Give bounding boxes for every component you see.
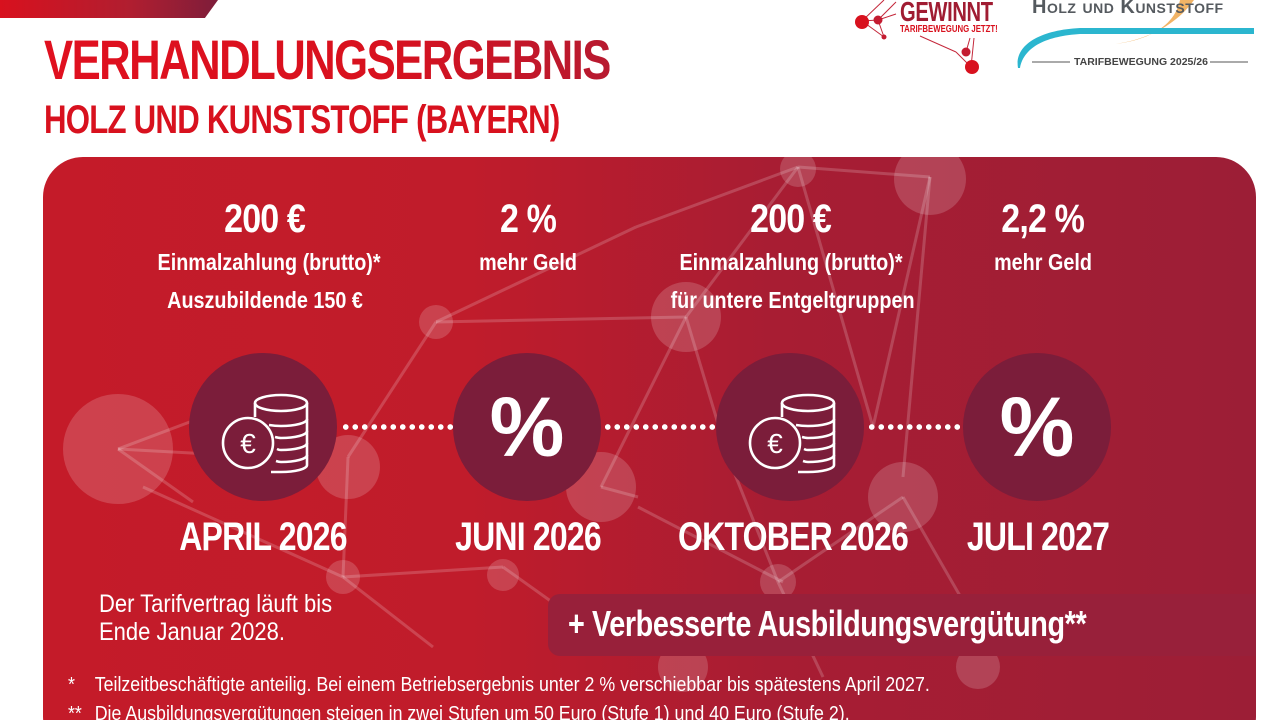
step-amount: 200 € (750, 197, 833, 241)
timeline-circle-2: % (453, 353, 601, 501)
campaign-tagline: TARIFBEWEGUNG JETZT! (900, 24, 998, 35)
highlight-text: + Verbesserte Ausbildungsvergütung** (568, 603, 1087, 644)
step-date-3: OKTOBER 2026 (678, 515, 909, 559)
timeline-step-1: 200 € Einmalzahlung (brutto)* Auszubilde… (140, 197, 390, 319)
footnote-2: ** Die Ausbildungsvergütungen steigen in … (68, 702, 850, 720)
training-pay-highlight: + Verbesserte Ausbildungsvergütung** (548, 594, 1256, 656)
top-accent-bar (0, 0, 218, 18)
campaign-year: TARIFBEWEGUNG 2025/26 (1073, 56, 1208, 68)
step-description: mehr Geld (479, 249, 577, 275)
footnote-text: Die Ausbildungsvergütungen steigen in zw… (94, 703, 850, 720)
step-description: Einmalzahlung (brutto)* (157, 249, 381, 275)
footnote-mark: ** (68, 703, 82, 720)
footnote-1: * Teilzeitbeschäftigte anteilig. Bei eine… (68, 673, 930, 697)
timeline-connector (603, 424, 715, 430)
runtime-line-2: Ende Januar 2028. (99, 618, 285, 646)
step-description-sub: Auszubildende 150 € (167, 287, 363, 313)
result-panel: 200 € Einmalzahlung (brutto)* Auszubilde… (43, 157, 1256, 720)
step-date-4: JULI 2027 (966, 515, 1110, 559)
percent-icon: % (999, 380, 1075, 474)
campaign-word: GEWINNT (900, 0, 993, 27)
percent-icon: % (489, 380, 565, 474)
step-date-1: APRIL 2026 (179, 515, 347, 559)
euro-coins-icon: € (748, 393, 836, 474)
timeline-circle-1: € (189, 353, 337, 501)
step-date-2: JUNI 2026 (455, 515, 602, 559)
sector-name: Holz und Kunststoff (1032, 0, 1224, 18)
timeline-connector (341, 424, 453, 430)
svg-text:€: € (767, 428, 783, 459)
euro-coins-icon: € (221, 393, 309, 474)
sector-logo: Holz und Kunststoff TARIFBEWEGUNG 2025/2… (1010, 0, 1270, 80)
contract-runtime: Der Tarifvertrag läuft bis Ende Januar 2… (99, 590, 332, 646)
step-description: Einmalzahlung (brutto)* (679, 249, 903, 275)
step-amount: 200 € (224, 197, 307, 241)
campaign-logo: GEWINNT TARIFBEWEGUNG JETZT! (848, 0, 998, 80)
step-amount: 2,2 % (1001, 197, 1086, 241)
network-nodes-icon (855, 0, 979, 74)
timeline-step-4: 2,2 % mehr Geld (963, 197, 1123, 281)
timeline-circle-3: € (716, 353, 864, 501)
svg-text:€: € (240, 428, 256, 459)
step-description: mehr Geld (994, 249, 1092, 275)
page-title: VERHANDLUNGSERGEBNIS (44, 28, 611, 91)
step-description-sub: für untere Entgeltgruppen (670, 287, 915, 313)
timeline-circle-4: % (963, 353, 1111, 501)
timeline-connector (867, 424, 963, 430)
footnote-text: Teilzeitbeschäftigte anteilig. Bei einem… (94, 674, 930, 696)
timeline-step-3: 200 € Einmalzahlung (brutto)* für untere… (651, 197, 931, 319)
step-amount: 2 % (499, 197, 557, 241)
runtime-line-1: Der Tarifvertrag läuft bis (99, 590, 333, 618)
page-subtitle: HOLZ UND KUNSTSTOFF (BAYERN) (44, 98, 560, 142)
footnote-mark: * (68, 674, 75, 696)
swoosh-icon (1017, 0, 1254, 68)
timeline-step-2: 2 % mehr Geld (453, 197, 603, 281)
